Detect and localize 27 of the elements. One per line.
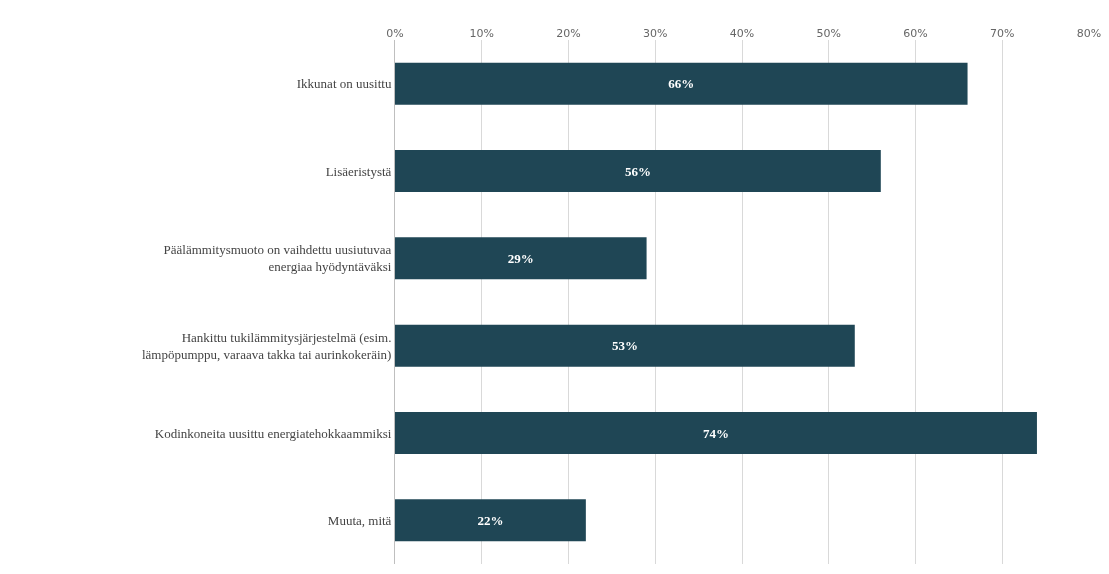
y-tick-label: Kodinkoneita uusittu energiatehokkaammiksi [154,425,392,441]
data-label: 56% [624,163,651,179]
data-label: 74% [702,425,729,441]
y-tick-label: Lisäeristystä [325,163,392,179]
data-label: 53% [611,338,638,354]
x-tick-label: 0% [386,26,404,40]
x-tick-label: 30% [643,26,668,40]
x-tick-label: 20% [556,26,581,40]
x-tick-label: 60% [903,26,928,40]
x-tick-label: 40% [729,26,755,40]
x-tick-label: 70% [990,26,1015,40]
x-tick-label: 10% [469,26,494,40]
data-label: 29% [507,250,534,266]
bar [395,324,855,367]
bar [395,237,647,280]
x-tick-label: 80% [1076,26,1102,40]
bar [395,412,1037,454]
y-tick-label: Muuta, mitä [327,512,392,528]
bar [395,499,586,542]
bar [395,150,881,192]
y-tick-label: Ikkunat on uusittu [296,76,392,92]
y-tick-label: Hankittu tukilämmitysjärjestelmä (esim. lämpöpumppu, varaava takka tai aurinkokeräin) [141,329,392,362]
data-label: 22% [477,512,504,528]
data-label: 66% [668,76,695,92]
y-tick-label: Päälämmitysmuoto on vaihdettu uusiutuvaa energiaa hyödyntäväksi [163,242,392,275]
bar [395,62,968,105]
x-tick-label: 50% [816,26,841,40]
